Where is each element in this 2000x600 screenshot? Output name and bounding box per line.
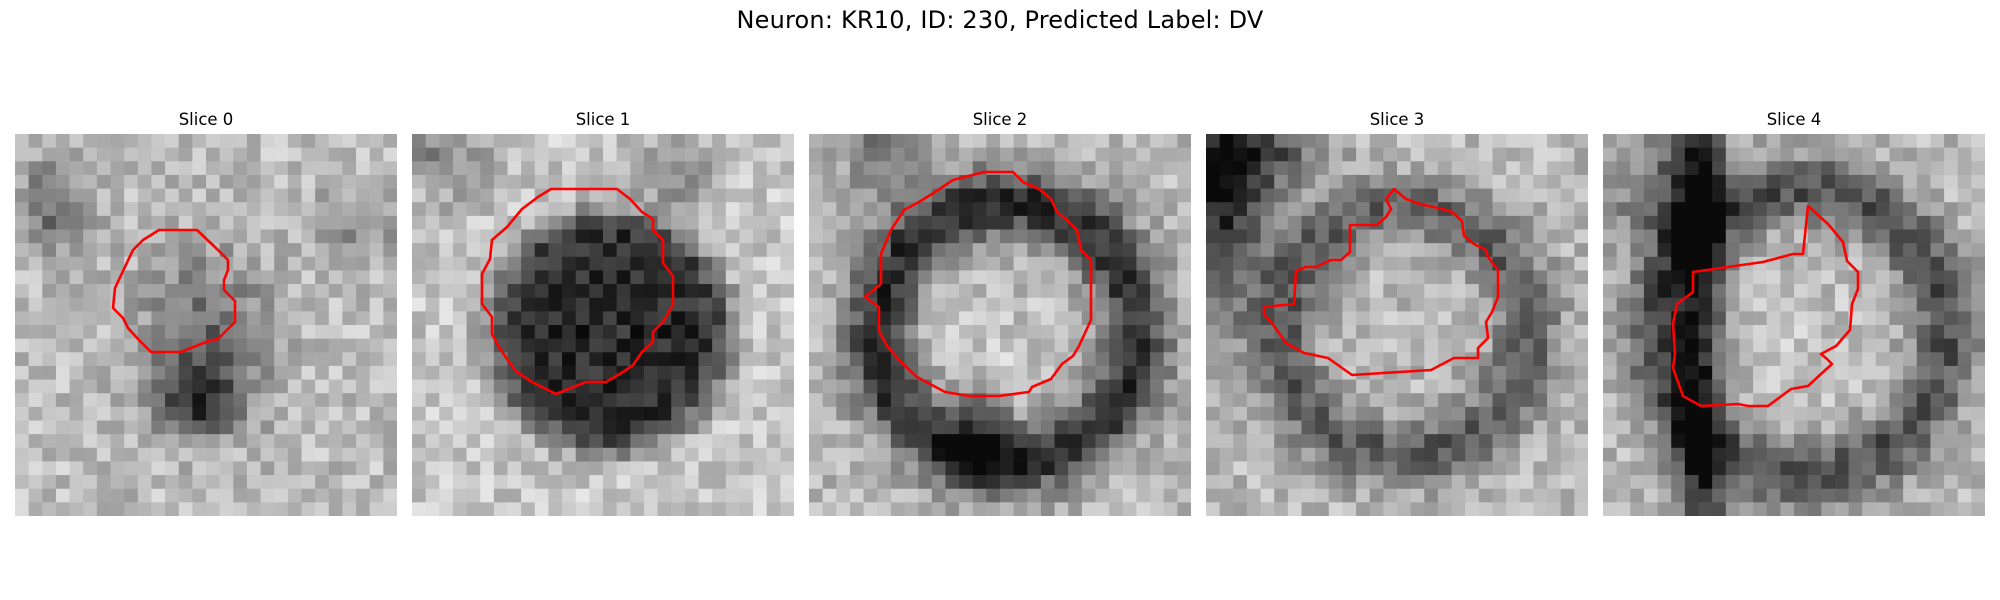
slice-panel-4: Slice 4: [1603, 110, 1985, 516]
slice-image-4: [1603, 134, 1985, 516]
slice-image-3: [1206, 134, 1588, 516]
slice-title-4: Slice 4: [1766, 110, 1822, 129]
slice-image-0: [15, 134, 397, 516]
slice-panel-2: Slice 2: [809, 110, 1191, 516]
slice-panel-0: Slice 0: [15, 110, 397, 516]
slice-panel-3: Slice 3: [1206, 110, 1588, 516]
slice-title-1: Slice 1: [575, 110, 631, 129]
figure-title: Neuron: KR10, ID: 230, Predicted Label: …: [736, 6, 1264, 34]
roi-contour-0: [111, 228, 237, 354]
slice-title-3: Slice 3: [1369, 110, 1425, 129]
roi-contour-3: [1262, 187, 1500, 377]
roi-contour-4: [1671, 204, 1860, 408]
slice-panel-1: Slice 1: [412, 110, 794, 516]
slice-title-0: Slice 0: [178, 110, 234, 129]
roi-contour-2: [863, 170, 1093, 398]
slice-image-2: [809, 134, 1191, 516]
slice-image-1: [412, 134, 794, 516]
slice-title-2: Slice 2: [972, 110, 1028, 129]
roi-contour-1: [480, 187, 675, 396]
